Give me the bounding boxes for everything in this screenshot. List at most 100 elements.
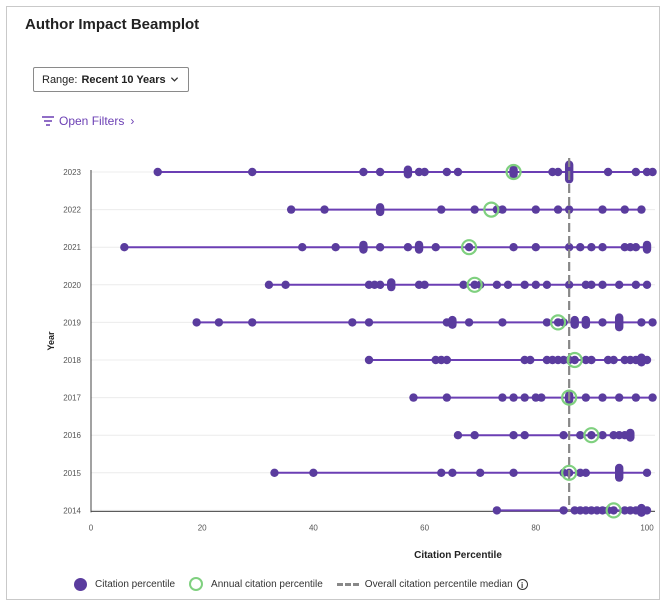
citation-point <box>270 468 279 477</box>
citation-point-stack <box>581 315 591 329</box>
range-dropdown[interactable]: Range: Recent 10 Years <box>33 67 189 92</box>
legend-dot-swatch <box>74 577 87 591</box>
citation-point <box>598 393 607 402</box>
citation-point <box>264 280 274 289</box>
citation-point <box>642 280 652 289</box>
citation-point <box>120 243 129 252</box>
citation-point <box>531 243 540 252</box>
citation-point <box>576 243 585 252</box>
y-tick-label: 2020 <box>63 281 81 290</box>
citation-point-stack <box>509 165 518 179</box>
citation-point <box>431 243 440 252</box>
citation-point-stack <box>642 240 652 254</box>
citation-point <box>281 280 290 289</box>
citation-point-stack <box>448 315 457 329</box>
citation-point <box>559 506 568 515</box>
citation-point <box>309 468 318 477</box>
y-tick-label: 2022 <box>63 206 81 215</box>
page-title: Author Impact Beamplot <box>25 16 200 33</box>
citation-point <box>526 355 535 365</box>
citation-point <box>637 205 646 214</box>
x-tick-label: 100 <box>640 523 654 532</box>
citation-point <box>364 318 374 327</box>
beamplot-card <box>6 6 660 600</box>
citation-point <box>648 393 657 402</box>
citation-point <box>553 167 563 177</box>
citation-point <box>520 431 529 440</box>
citation-point <box>509 431 518 440</box>
citation-point <box>570 355 579 365</box>
x-tick-label: 40 <box>309 523 318 532</box>
citation-point <box>559 431 568 440</box>
citation-point <box>564 280 574 289</box>
citation-point-stack <box>637 353 646 367</box>
citation-point <box>470 205 479 214</box>
citation-point <box>476 468 485 477</box>
citation-point <box>359 167 368 177</box>
citation-point <box>442 355 452 365</box>
x-tick-label: 60 <box>420 523 429 532</box>
citation-point <box>420 167 429 177</box>
citation-point <box>375 243 385 252</box>
chevron-down-icon <box>170 77 179 82</box>
citation-point-stack <box>615 313 624 332</box>
citation-point <box>531 205 540 214</box>
citation-point <box>631 393 641 402</box>
citation-point <box>464 318 474 327</box>
annual-percentile-ring <box>549 314 567 331</box>
legend-citation: Citation percentile <box>74 577 175 591</box>
annual-percentile-ring <box>561 389 578 406</box>
x-tick-label: 80 <box>531 523 540 532</box>
citation-point-stack <box>414 240 424 254</box>
open-filters-button[interactable]: Open Filters › <box>42 114 134 128</box>
citation-point <box>587 355 596 365</box>
citation-point <box>631 167 641 177</box>
citation-point <box>403 243 413 252</box>
citation-point <box>375 167 385 177</box>
citation-point <box>442 393 452 402</box>
annual-percentile-ring <box>583 427 600 444</box>
citation-point <box>598 431 607 440</box>
legend-ring-swatch <box>189 577 204 591</box>
citation-point <box>453 431 463 440</box>
info-icon[interactable]: i <box>516 578 528 590</box>
annual-percentile-ring <box>483 201 500 218</box>
citation-point <box>587 431 596 440</box>
citation-point <box>331 243 340 252</box>
citation-point <box>448 468 457 477</box>
x-tick-label: 0 <box>89 523 94 532</box>
citation-point <box>320 205 329 214</box>
legend-dash-swatch <box>336 582 359 586</box>
citation-point <box>442 167 452 177</box>
citation-point-stack <box>403 165 413 179</box>
legend-median: Overall citation percentile median i <box>336 578 528 590</box>
citation-point <box>531 280 540 289</box>
citation-point <box>409 393 418 402</box>
citation-point-stack <box>626 428 635 442</box>
y-tick-label: 2021 <box>63 243 81 252</box>
citation-point <box>459 280 468 289</box>
citation-point <box>214 318 224 327</box>
citation-point <box>298 243 307 252</box>
citation-point <box>598 205 607 214</box>
y-tick-label: 2023 <box>63 168 81 177</box>
y-tick-label: 2014 <box>63 506 81 515</box>
citation-point <box>464 243 474 252</box>
citation-point <box>509 243 518 252</box>
citation-point-stack <box>570 315 579 329</box>
citation-point <box>648 318 657 327</box>
y-axis-title: Year <box>46 331 56 351</box>
citation-point <box>437 205 446 214</box>
y-tick-label: 2017 <box>63 394 81 403</box>
citation-point <box>420 280 429 289</box>
citation-point <box>437 468 446 477</box>
citation-point <box>631 280 641 289</box>
citation-point <box>503 280 513 289</box>
citation-point <box>498 393 507 402</box>
citation-point <box>642 468 652 477</box>
citation-point <box>598 318 607 327</box>
chart-legend: Citation percentile Annual citation perc… <box>74 577 542 591</box>
citation-point-stack <box>387 278 396 292</box>
y-tick-label: 2019 <box>63 318 81 327</box>
